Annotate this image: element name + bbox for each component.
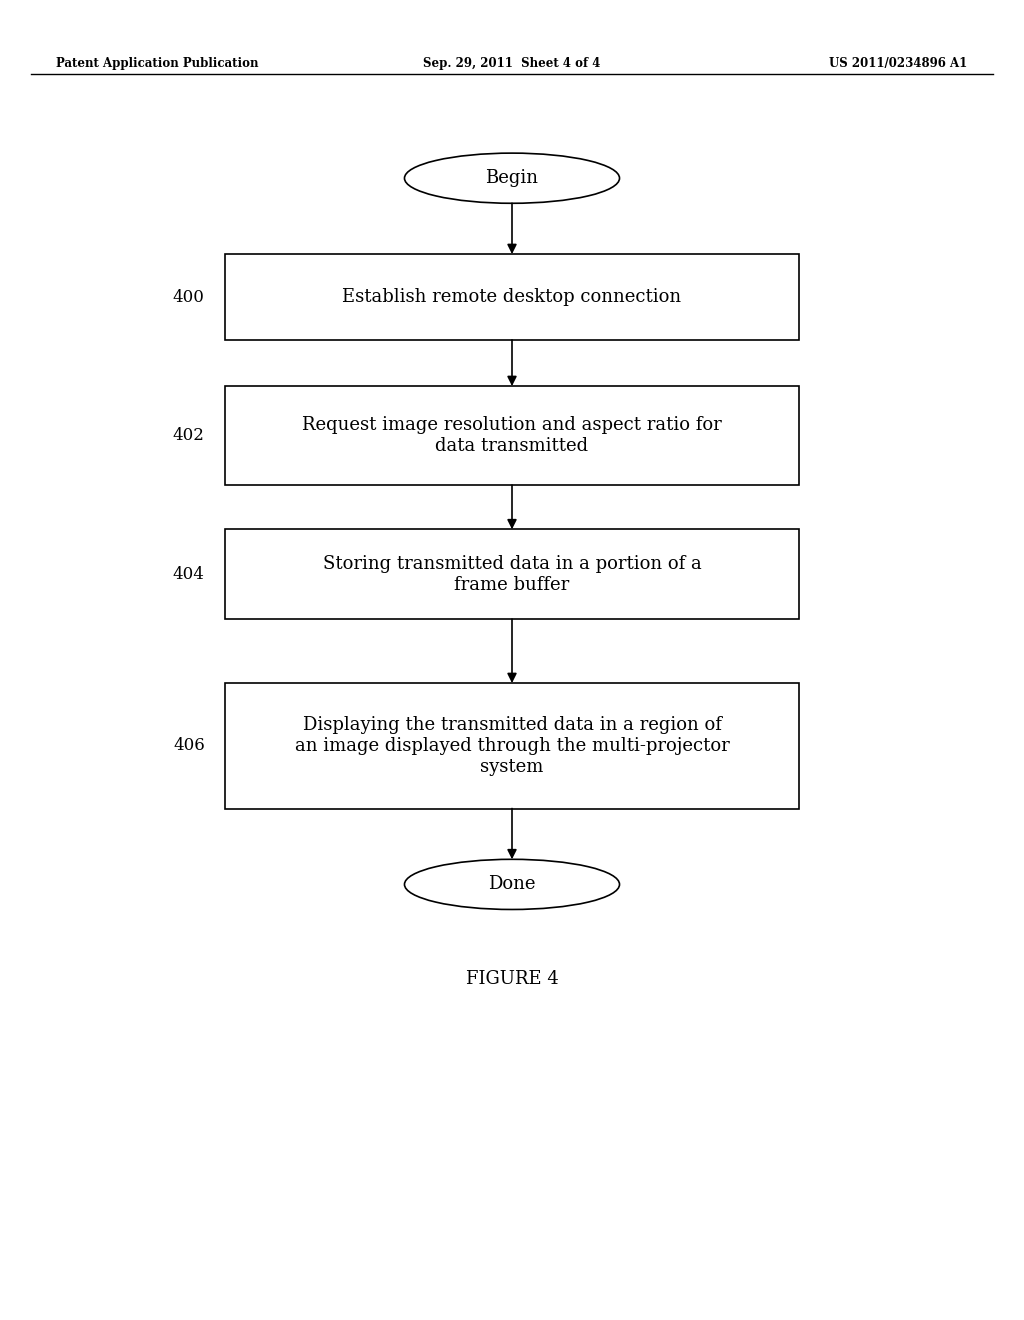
Text: Patent Application Publication: Patent Application Publication <box>56 57 259 70</box>
Text: Request image resolution and aspect ratio for
data transmitted: Request image resolution and aspect rati… <box>302 416 722 455</box>
Ellipse shape <box>404 859 620 909</box>
Ellipse shape <box>404 153 620 203</box>
Text: 400: 400 <box>173 289 205 305</box>
FancyBboxPatch shape <box>225 682 799 808</box>
Text: Storing transmitted data in a portion of a
frame buffer: Storing transmitted data in a portion of… <box>323 554 701 594</box>
FancyBboxPatch shape <box>225 385 799 484</box>
Text: 406: 406 <box>173 738 205 754</box>
FancyBboxPatch shape <box>225 253 799 339</box>
Text: Begin: Begin <box>485 169 539 187</box>
Text: Done: Done <box>488 875 536 894</box>
Text: Establish remote desktop connection: Establish remote desktop connection <box>342 288 682 306</box>
Text: 402: 402 <box>173 428 205 444</box>
Text: Sep. 29, 2011  Sheet 4 of 4: Sep. 29, 2011 Sheet 4 of 4 <box>423 57 601 70</box>
Text: Displaying the transmitted data in a region of
an image displayed through the mu: Displaying the transmitted data in a reg… <box>295 715 729 776</box>
Text: FIGURE 4: FIGURE 4 <box>466 970 558 989</box>
Text: US 2011/0234896 A1: US 2011/0234896 A1 <box>829 57 968 70</box>
FancyBboxPatch shape <box>225 529 799 619</box>
Text: 404: 404 <box>173 566 205 582</box>
